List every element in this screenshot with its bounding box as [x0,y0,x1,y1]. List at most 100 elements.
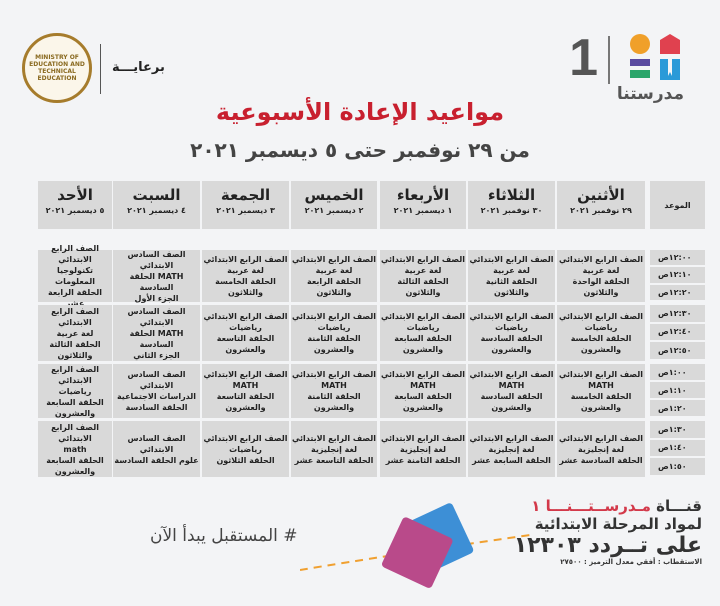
cell-line: الحلقة السادسة [480,334,543,343]
cell-line: والعشرون [491,403,532,412]
schedule-cell: الصف الرابع الابتدائي لغة عربية الحلقة الث… [380,250,466,302]
cell-line: الحلقة الثامنة والعشرون [307,334,361,354]
day-name: الأثنين [577,186,625,204]
day-name: الجمعة [220,186,271,204]
cell-line: MATH [321,381,347,390]
cell-line: الصف الرابع الابتدائي [291,433,377,443]
cell-line: رياضيات [317,323,351,332]
cell-line: والعشرون [491,345,532,354]
cell-line: الصف الرابع الابتدائي [558,433,644,443]
schedule-cell: الصف الرابع الابتدائي لغة عربية الحلقة الخ… [202,250,289,302]
day-name: الثلاثاء [487,186,536,204]
cell-line: الصف الرابع الابتدائي [469,312,554,321]
schedule-cell: الصف السادس الابتدائي علوم الحلقة السادسة [113,421,200,477]
logo-text: مدرستنا [616,84,684,104]
cell-line: الجزء الأول [134,293,179,303]
sponsor-divider [100,44,101,94]
logo-blocks-icon [630,34,680,80]
cell-line: لغة إنجليزية [310,444,358,454]
cell-line: الصف الرابع الابتدائي [380,433,466,443]
cell-line: الحلقة الثامنة عشر [385,455,461,465]
sponsor-label: برعايـــة [112,60,165,75]
day-header: الثلاثاء ٣٠ نوفمبر ٢٠٢١ [468,181,555,229]
cell-line: الصف الرابع الابتدائي [469,433,554,443]
cell-line: MATH [588,381,614,390]
day-date: ٤ ديسمبر ٢٠٢١ [127,206,186,215]
cell-line: الصف الرابع الابتدائي [291,255,377,264]
cell-line: لغة إنجليزية [577,444,625,454]
cell-line: MATH [498,381,525,390]
cell-line: الصف الرابع الابتدائي [51,306,99,327]
time-slot: ١:٥٠ص [650,458,705,475]
day-header: الجمعة ٣ ديسمبر ٢٠٢١ [202,181,289,229]
cell-line: الصف الرابع الابتدائي [380,370,466,379]
schedule-cell: الصف الرابع الابتدائي تكنولوجيا المعلومات… [38,244,112,308]
channel-polarization: الاستقطاب : أفقي معدل الترميز : ٢٧٥٠٠ [560,558,702,566]
schedule-cell: الصف الرابع الابتدائي لغة إنجليزية الحلقة … [557,421,645,477]
cell-line: رياضيات [229,444,262,454]
channel-name: مـدرســتـــنـــا ١ [531,497,651,515]
channel-info: قنـــاة مـدرســتـــنـــا ١ لمواد المرحلة… [514,497,702,566]
schedule-cell: الصف الرابع الابتدائي رياضيات الحلقة الثام… [291,305,377,361]
schedule-cell: الصف الرابع الابتدائي لغة إنجليزية الحلقة … [468,421,555,477]
cell-line: لغة إنجليزية [399,444,447,454]
cell-line: الصف الرابع الابتدائي [558,312,644,321]
day-date: ٣٠ نوفمبر ٢٠٢١ [480,206,543,215]
channel-prefix: قنـــاة [650,497,702,515]
schedule-cell: الصف الرابع الابتدائي MATH الحلقة السابعة … [380,364,466,418]
cell-line: الصف الرابع الابتدائي [51,364,99,385]
day-name: الأحد [57,186,93,204]
time-slot: ١٢:٣٠ص [650,305,705,322]
cell-line: رياضيات [406,323,440,332]
cell-line: الحلقة التاسعة والعشرون [216,392,275,412]
cell-line: MATH الحلقة السادسة [129,328,184,349]
time-slot: ١:٤٠ص [650,439,705,457]
cell-line: MATH [232,381,259,390]
cell-line: رياضيات [58,386,92,396]
channel-frequency: على تــردد ١٢٣٠٣ [513,533,702,558]
cell-line: الصف الرابع الابتدائي [469,255,554,264]
ministry-seal: MINISTRY OF EDUCATION AND TECHNICAL EDUC… [22,33,92,103]
cell-line: الحلقة الثامنة والعشرون [307,392,361,412]
cell-line: رياضيات [229,323,262,332]
cell-line: الحلقة الثالثة والثلاثون [49,339,101,360]
schedule-cell: الصف الرابع الابتدائي لغة عربية الحلقة الث… [38,305,112,361]
logo-number: 1 [569,29,598,87]
cell-line: لغة عربية [56,328,94,338]
time-slot: ١:٣٠ص [650,421,705,438]
logo-divider [608,36,610,84]
cell-line: الحلقة التاسعة والعشرون [216,334,275,354]
cell-line: الصف الرابع الابتدائي [203,255,288,264]
day-header: الأحد ٥ ديسمبر ٢٠٢١ [38,181,112,229]
time-slot: ١٢:٠٠ص [650,250,705,266]
cell-line: الحلقة السابعة والعشرون [394,334,452,354]
channel-subjects: لمواد المرحلة الابتدائية [534,515,702,533]
time-column-header: الموعد [650,181,705,229]
madrasetna-logo: 1 مدرستنا [569,29,690,105]
cell-line: لغة عربية [493,266,530,275]
cell-line: الحلقة الخامسة [570,392,632,401]
cell-line: الحلقة الخامسة والثلاثون [215,277,276,297]
cell-line: الصف السادس الابتدائي [127,433,186,454]
day-header: الأثنين ٢٩ نوفمبر ٢٠٢١ [557,181,645,229]
day-date: ٥ ديسمبر ٢٠٢١ [45,206,105,215]
cell-line: الصف الرابع الابتدائي [291,370,377,379]
day-date: ١ ديسمبر ٢٠٢١ [393,206,453,215]
cell-line: math [63,444,87,454]
slogan: # المستقبل يبدأ الآن [150,526,298,546]
schedule-cell: الصف الرابع الابتدائي لغة إنجليزية الحلقة … [291,421,377,477]
schedule-cell: الصف السادس الابتدائي الدراسات الاجتماعية… [113,364,200,418]
cell-line: الصف الرابع الابتدائي [203,433,288,443]
time-slot: ١:١٠ص [650,382,705,398]
ministry-seal-text: MINISTRY OF EDUCATION AND TECHNICAL EDUC… [29,54,85,82]
time-slot: ١:٠٠ص [650,364,705,380]
day-date: ٢٩ نوفمبر ٢٠٢١ [570,206,632,215]
cell-line: الحلقة السادسة عشر [559,455,643,465]
cell-line: الصف السادس الابتدائي [127,306,186,327]
page-title: مواعيد الإعادة الأسبوعية [215,98,505,126]
cell-line: الحلقة الواحدة والثلاثون [572,277,630,297]
books-illustration-icon [300,503,530,588]
cell-line: الحلقة التاسعة عشر [294,455,374,465]
schedule-cell: الصف الرابع الابتدائي MATH الحلقة الثامنة … [291,364,377,418]
cell-line: والعشرون [580,345,622,354]
